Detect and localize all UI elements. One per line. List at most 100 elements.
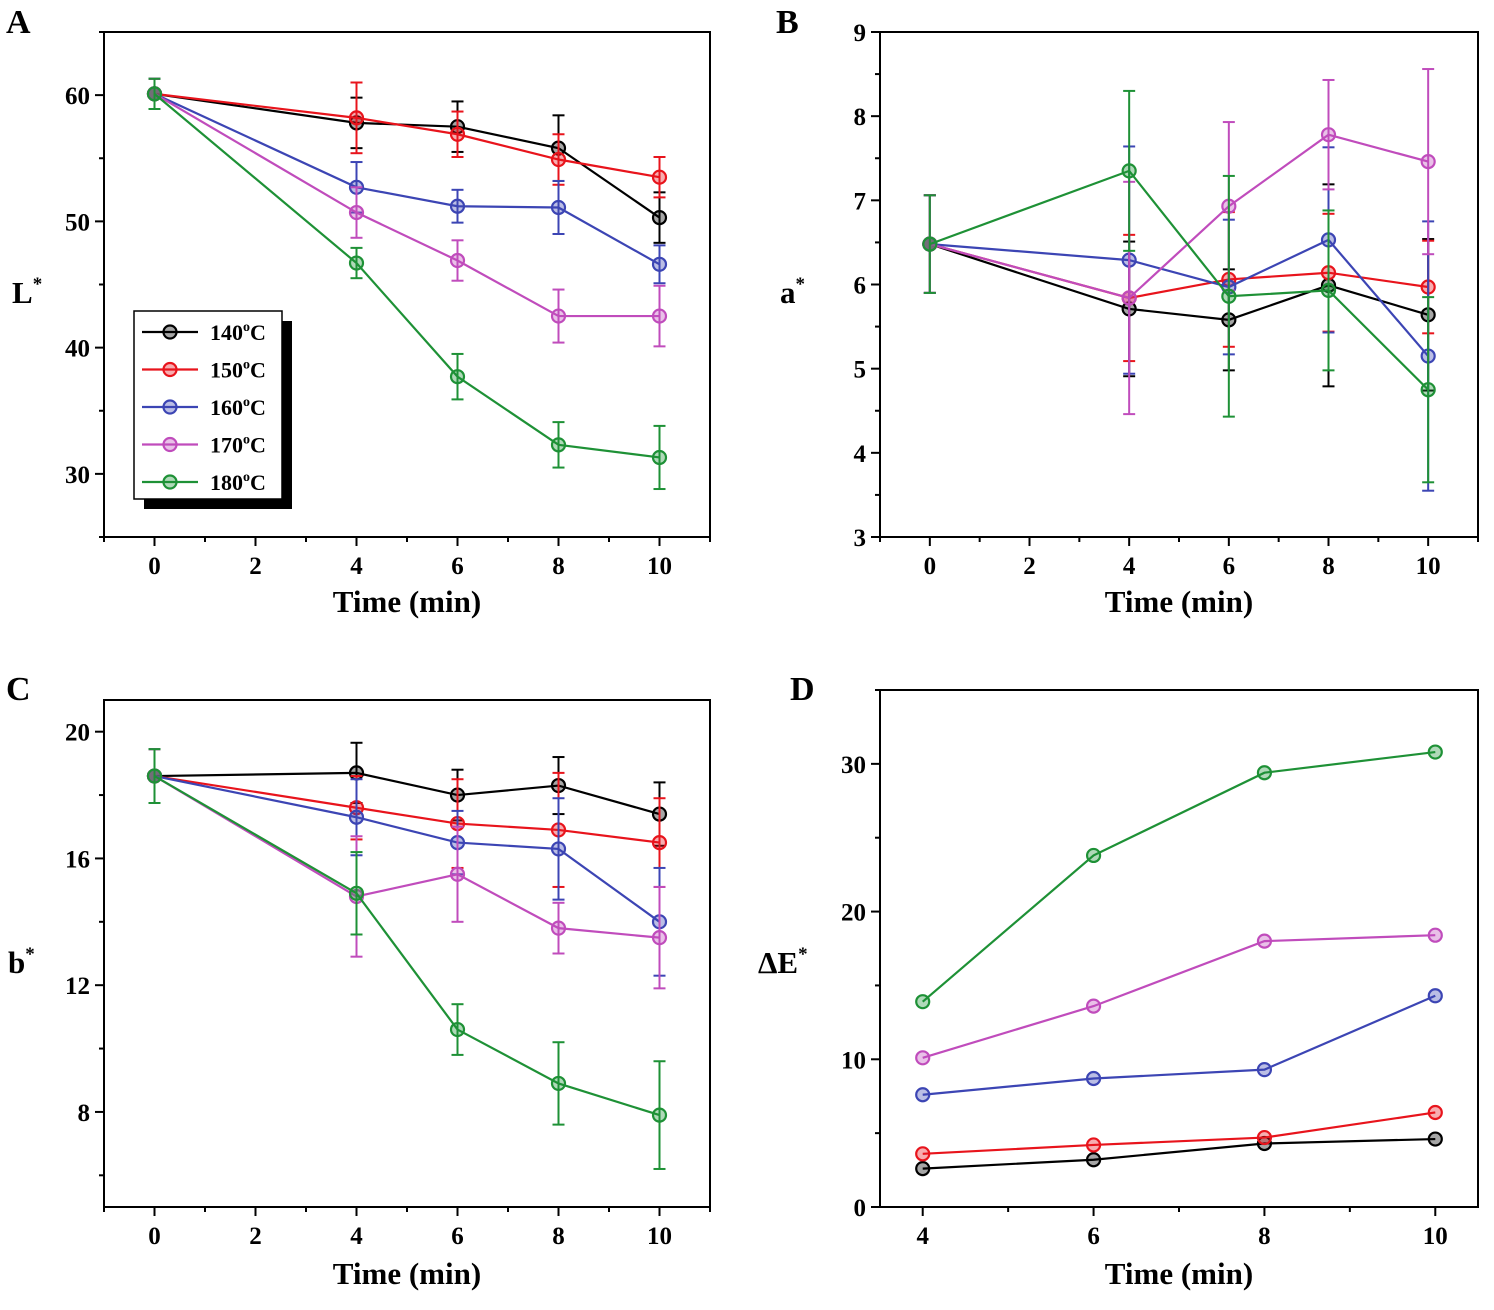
data-point-170c-a: [449, 252, 466, 269]
data-point-170c-c: [449, 866, 466, 882]
x-tick-label-c: 4: [350, 1223, 363, 1250]
panel-letter-b: B: [776, 4, 799, 41]
data-point-180c-c: [550, 1075, 567, 1092]
plot-frame-d: [879, 689, 1479, 1208]
y-axis-title-superscript-b: *: [796, 274, 806, 295]
x-tick-label-a: 0: [148, 553, 161, 580]
data-point-170c-d: [1085, 998, 1102, 1014]
x-axis-title-b: Time (min): [1105, 584, 1253, 619]
y-axis-title-a: L*: [12, 274, 42, 310]
chart-panel-c: 0 2 4 6 8 10 8 12 16 20 Time (min) b* C: [6, 671, 711, 1291]
series-140c-d: [915, 1131, 1443, 1177]
y-axis-title-superscript-d: *: [798, 944, 808, 965]
series-line-170c-d: [922, 934, 1436, 1059]
series-160c-d: [915, 988, 1443, 1103]
data-point-170c-a: [348, 204, 365, 221]
y-tick-label-d: 30: [841, 752, 866, 779]
data-point-140c-d: [1427, 1131, 1443, 1147]
x-tick-label-a: 2: [249, 553, 262, 580]
data-point-180c-b: [1121, 163, 1137, 179]
y-tick-label-b: 9: [854, 20, 867, 47]
x-tick-label-a: 10: [647, 553, 672, 580]
y-tick-label-c: 20: [65, 720, 90, 747]
data-point-160c-a: [651, 256, 668, 272]
y-axis-title-d: ΔE*: [758, 944, 808, 980]
series-170c-b: [922, 68, 1436, 416]
data-point-140c-d: [1085, 1152, 1102, 1168]
data-point-180c-a: [651, 449, 668, 466]
data-point-160c-c: [550, 841, 567, 857]
data-point-180c-a: [449, 369, 466, 385]
data-point-170c-d: [915, 1050, 931, 1066]
data-point-160c-d: [1085, 1070, 1102, 1087]
data-point-160c-a: [550, 199, 567, 216]
chart-panel-b: 0 2 4 6 8 10 3 4 5 6 7 8 9 Time (min) a* B: [776, 4, 1479, 619]
x-tick-label-c: 0: [148, 1223, 161, 1250]
series-170c-a: [146, 77, 668, 348]
data-point-150c-d: [1427, 1104, 1443, 1121]
legend-marker: [162, 474, 178, 490]
chart-panel-a: 0 2 4 6 8 10 30 40 50 60 Time (min) L* A 140oC 150oC 16…: [6, 4, 711, 619]
data-point-160c-d: [1427, 988, 1443, 1004]
series-line-140c-a: [154, 92, 661, 219]
y-tick-label-d: 10: [841, 1047, 866, 1074]
x-tick-label-d: 10: [1423, 1223, 1448, 1250]
y-axis-title-c: b*: [8, 944, 35, 980]
data-point-170c-a: [550, 308, 567, 324]
data-point-180c-a: [146, 86, 163, 102]
data-point-180c-c: [449, 1021, 466, 1038]
x-tick-label-d: 8: [1258, 1223, 1271, 1250]
series-180c-d: [915, 744, 1443, 1010]
data-point-150c-d: [1085, 1137, 1102, 1153]
series-line-150c-d: [922, 1111, 1436, 1155]
y-tick-label-c: 16: [65, 846, 90, 873]
data-point-150c-a: [449, 126, 466, 142]
panel-letter-c: C: [6, 671, 31, 708]
data-point-180c-d: [1427, 744, 1443, 760]
series-line-140c-b: [929, 243, 1429, 321]
plot-frame-b: [879, 31, 1479, 538]
x-axis-title-d: Time (min): [1105, 1256, 1253, 1291]
series-line-170c-c: [153, 775, 660, 939]
x-axis-title-a: Time (min): [333, 584, 481, 619]
data-point-170c-b: [1121, 290, 1137, 306]
series-line-140c-d: [922, 1137, 1436, 1170]
series-180c-b: [922, 89, 1436, 484]
x-tick-label-a: 6: [451, 553, 464, 580]
series-150c-b: [922, 194, 1436, 363]
y-axis-title-superscript-a: *: [33, 274, 43, 295]
panel-letter-d: D: [790, 671, 815, 708]
data-point-150c-a: [348, 110, 365, 126]
x-tick-label-c: 8: [552, 1223, 565, 1250]
legend-marker: [162, 399, 178, 415]
data-point-180c-a: [550, 437, 567, 453]
y-tick-label-b: 6: [854, 273, 867, 300]
data-point-150c-c: [651, 834, 668, 851]
data-point-170c-a: [651, 308, 668, 324]
x-tick-label-c: 10: [647, 1223, 672, 1250]
data-point-150c-a: [550, 151, 567, 168]
series-line-160c-d: [922, 994, 1436, 1096]
series-line-180c-c: [153, 775, 660, 1117]
data-point-180c-d: [1256, 765, 1273, 781]
series-line-150c-c: [154, 774, 660, 844]
legend-item-160c: 160oC: [142, 395, 266, 420]
series-140c-b: [922, 183, 1436, 392]
data-point-170c-c: [651, 930, 668, 946]
x-tick-label-b: 2: [1023, 553, 1036, 580]
x-tick-label-b: 0: [924, 553, 937, 580]
y-tick-label-d: 0: [854, 1195, 867, 1222]
series-150c-a: [146, 77, 668, 199]
series-line-160c-a: [154, 92, 661, 266]
y-axis-title-main-d: ΔE: [758, 945, 798, 980]
y-tick-label-a: 60: [65, 83, 90, 110]
data-point-160c-d: [1256, 1062, 1273, 1078]
y-tick-label-a: 50: [65, 209, 90, 236]
x-tick-label-b: 10: [1416, 553, 1441, 580]
series-line-180c-d: [921, 750, 1436, 1003]
data-point-150c-a: [651, 169, 668, 185]
legend-label: 180oC: [210, 470, 266, 495]
data-point-150c-d: [915, 1146, 931, 1162]
legend-item-180c: 180oC: [142, 470, 266, 495]
